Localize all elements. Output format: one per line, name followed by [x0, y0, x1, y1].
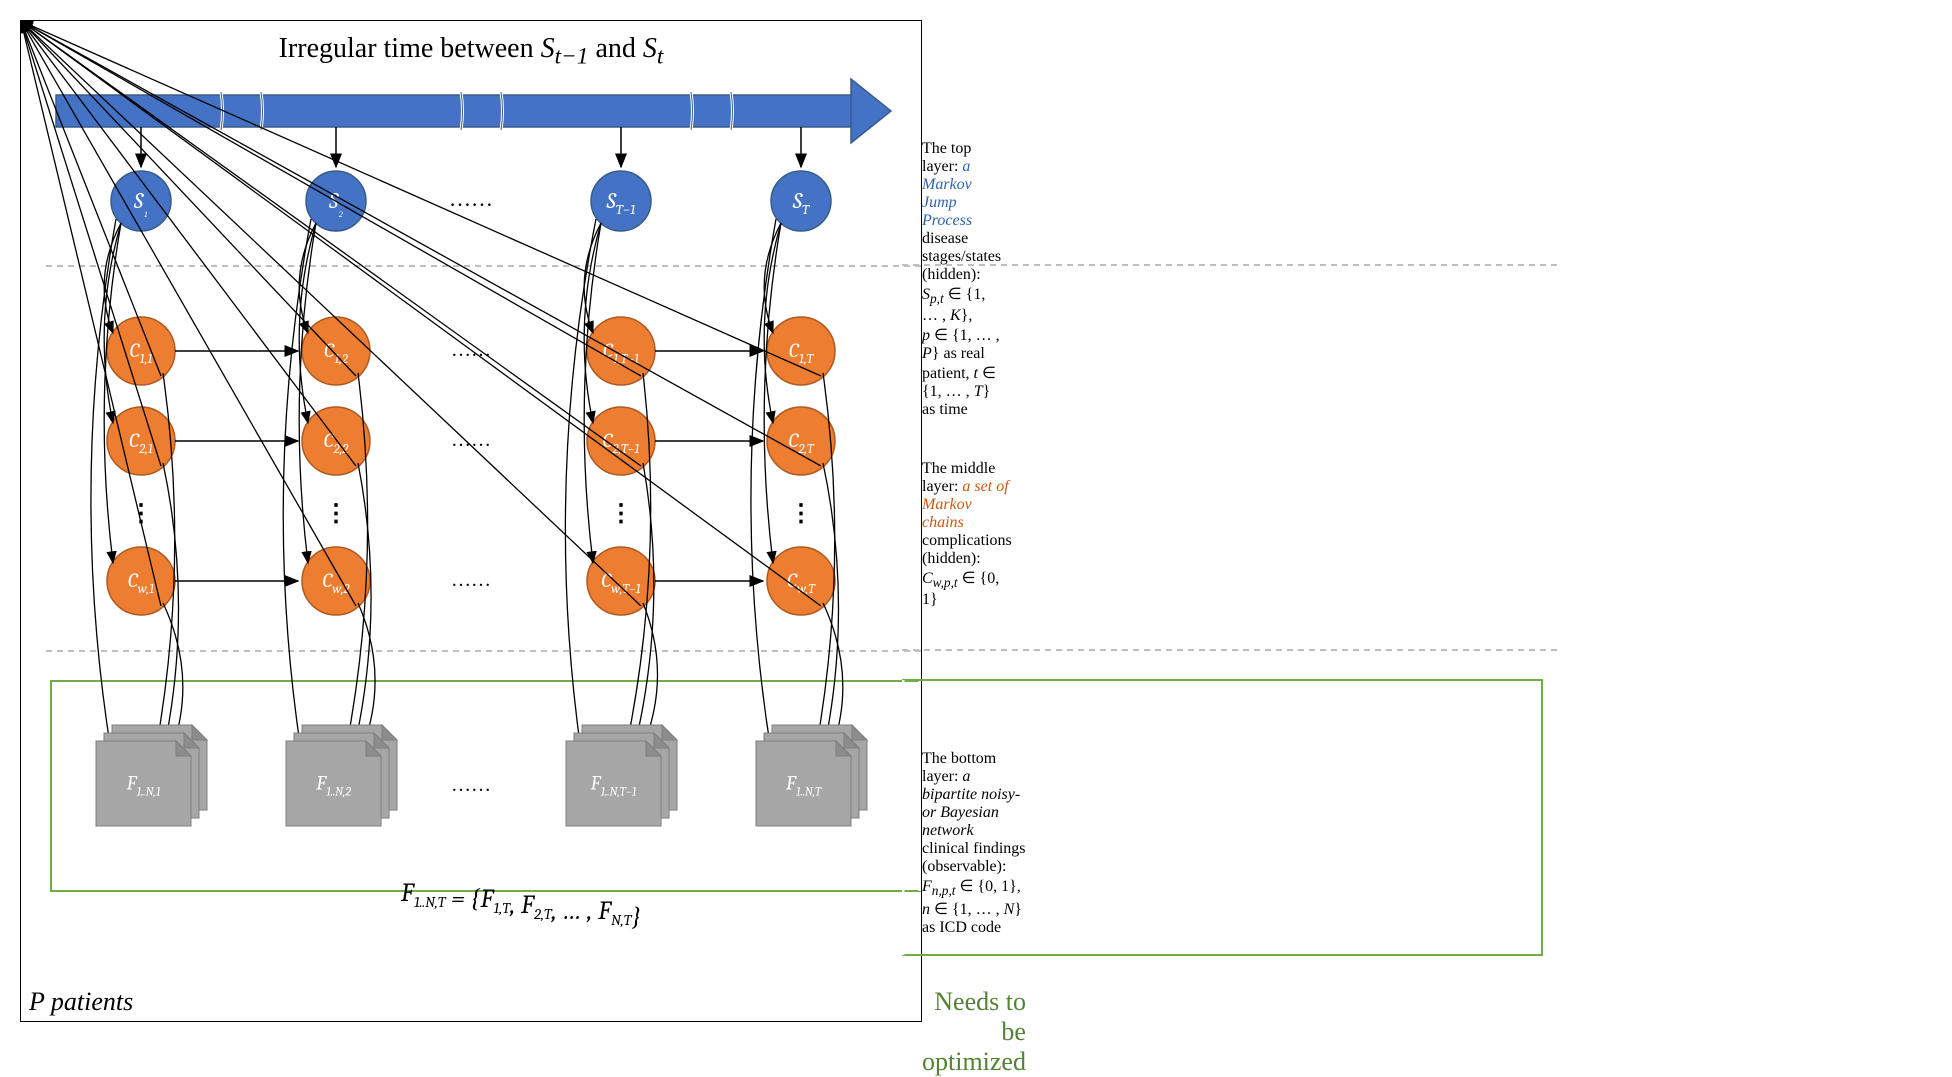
svg-text:F1..N,T = {F1,T, F2,T, … , FN,: F1..N,T = {F1,T, F2,T, … , FN,T}: [400, 878, 641, 932]
svg-text:……: ……: [451, 569, 491, 591]
desc-top-layer: The top layer: a Markov Jump Process dis…: [922, 140, 1001, 419]
needs-optimized-label: Needs to be optimized: [922, 987, 1026, 1077]
diagram-svg: S₁S₂ST−1ST……C1,1C2,1Cw,1⋮C1,2C2,2Cw,2⋮C1…: [21, 21, 921, 981]
svg-text:……: ……: [449, 186, 493, 211]
svg-text:⋮: ⋮: [789, 501, 813, 527]
desc-middle-layer: The middle layer: a set of Markov chains…: [922, 460, 1012, 609]
svg-text:⋮: ⋮: [609, 501, 633, 527]
p-patients-label: P patients: [29, 987, 133, 1017]
top-title: Irregular time between St−1 and St: [21, 33, 921, 71]
diagram-box: Irregular time between St−1 and St S₁S₂S…: [20, 20, 922, 1022]
desc-bottom-layer: The bottom layer: a bipartite noisy-or B…: [922, 750, 1026, 1077]
svg-text:……: ……: [451, 774, 491, 796]
svg-text:⋮: ⋮: [324, 501, 348, 527]
figure-container: Irregular time between St−1 and St S₁S₂S…: [20, 20, 1932, 1022]
